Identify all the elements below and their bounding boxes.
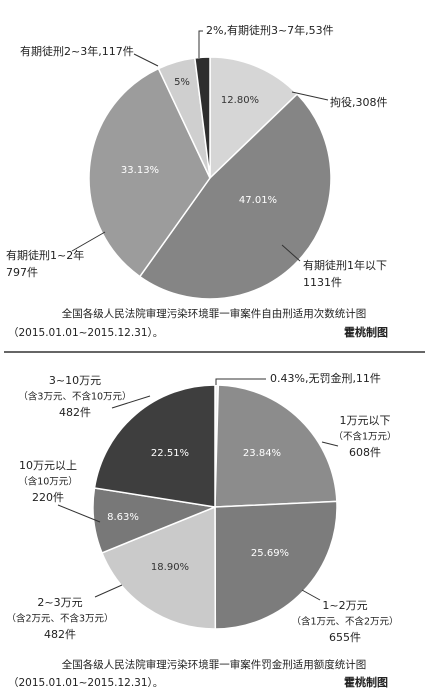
slice-label: 482件	[44, 628, 76, 641]
slice-label: 2%,有期徒刑3~7年,53件	[206, 23, 334, 37]
caption: 全国各级人民法院审理污染环境罪一审案件罚金刑适用额度统计图	[62, 658, 367, 671]
slice-label: 1131件	[303, 276, 342, 289]
slice-label: 2~3万元	[37, 596, 82, 609]
value-label: 5%	[174, 77, 190, 88]
slice-label: 有期徒刑1年以下	[303, 258, 387, 272]
value-label: 25.69%	[251, 548, 289, 559]
leader-line	[281, 244, 301, 262]
value-label: 12.80%	[221, 95, 259, 106]
value-label: 18.90%	[151, 562, 189, 573]
credit: 霍桃制图	[344, 675, 388, 689]
value-label: 33.13%	[121, 165, 159, 176]
pie-slice	[138, 93, 332, 300]
slice-label: （含2万元、不含3万元）	[6, 613, 113, 625]
pie-slice	[88, 67, 211, 278]
leader-line	[215, 378, 266, 385]
leader-line	[111, 395, 151, 409]
caption: （2015.01.01~2015.12.31）。	[8, 677, 163, 689]
value-label: 23.84%	[243, 448, 281, 459]
value-label: 22.51%	[151, 448, 189, 459]
slice-label: 10万元以上	[19, 459, 77, 472]
slice-label: （含10万元）	[18, 476, 78, 488]
leader-line	[94, 584, 123, 598]
slice-label: 797件	[6, 266, 38, 279]
slice-label: （不含1万元）	[333, 431, 396, 443]
slice-label: 220件	[32, 491, 64, 504]
slice-label: （含1万元、不含2万元）	[291, 616, 398, 628]
caption: （2015.01.01~2015.12.31）。	[8, 327, 163, 339]
pie-slice	[193, 56, 211, 179]
slice-label: 1~2万元	[322, 599, 367, 612]
value-label: 47.01%	[239, 195, 277, 206]
slice-label: 608件	[349, 446, 381, 459]
leader-line	[71, 231, 106, 252]
slice-label: （含3万元、不含10万元）	[18, 391, 131, 403]
slice-label: 拘役,308件	[330, 95, 388, 109]
caption: 全国各级人民法院审理污染环境罪一审案件自由刑适用次数统计图	[62, 307, 367, 320]
slice-label: 0.43%,无罚金刑,11件	[270, 371, 381, 385]
slice-label: 1万元以下	[340, 414, 391, 427]
slice-label: 有期徒刑1~2年	[6, 248, 84, 262]
pie-slice	[93, 384, 216, 508]
leader-line	[133, 53, 159, 67]
slice-label: 3~10万元	[49, 374, 101, 387]
leader-line	[321, 441, 339, 447]
slice-label: 有期徒刑2~3年,117件	[20, 44, 134, 58]
leader-line	[57, 504, 101, 523]
leader-line	[198, 30, 203, 58]
pie-slice	[214, 384, 338, 508]
credit: 霍桃制图	[344, 325, 388, 339]
pie-slice	[100, 505, 217, 630]
value-label: 8.63%	[107, 512, 139, 523]
leader-line	[301, 589, 321, 601]
pie-slice	[209, 56, 299, 180]
slice-label: 482件	[59, 406, 91, 419]
leader-line	[291, 91, 329, 101]
pie-slice	[214, 500, 338, 630]
slice-label: 655件	[329, 631, 361, 644]
